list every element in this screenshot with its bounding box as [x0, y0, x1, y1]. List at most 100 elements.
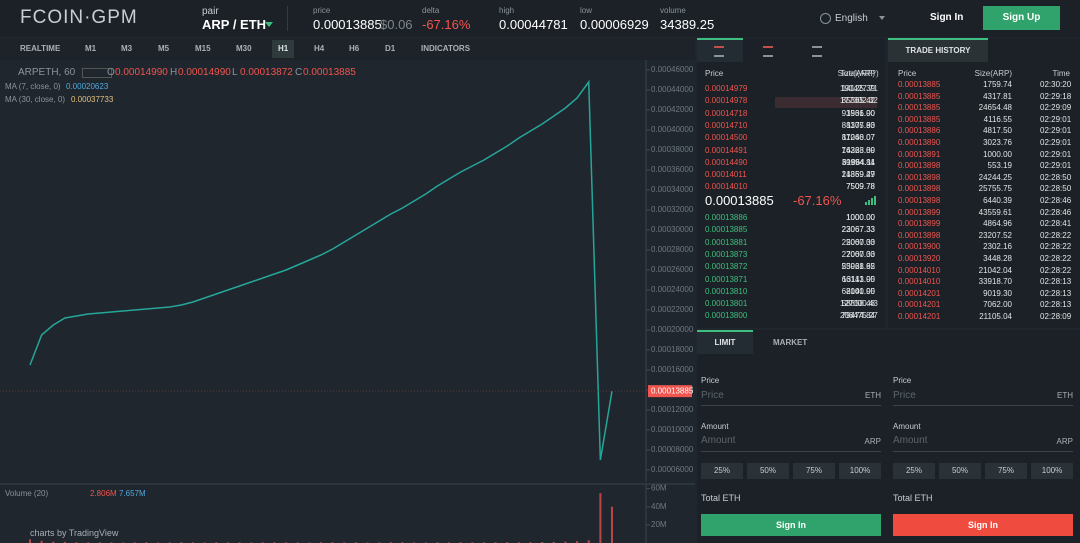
interval-button[interactable]: D1: [385, 44, 396, 53]
cell: 4864.96: [983, 219, 1012, 229]
cell: 43559.61: [978, 207, 1012, 217]
price: 0.00014979: [705, 84, 748, 93]
price: 0.00013890: [898, 138, 941, 147]
pair[interactable]: ARP / ETH: [202, 17, 267, 32]
cell: 66141.95: [841, 274, 875, 284]
last-price: 0.00013885: [705, 193, 774, 208]
cell: 14363.89: [841, 145, 875, 155]
ohlc-value: 0.00014990: [115, 67, 168, 78]
cell: 02:29:01: [1040, 138, 1072, 147]
total: Total ETH: [701, 493, 741, 503]
cell: 2000.00: [846, 237, 875, 247]
cell: 33918.70: [978, 277, 1012, 287]
form-tab-active[interactable]: LIMIT: [697, 330, 753, 354]
price: 0.00013800: [705, 311, 748, 321]
cell: 206475.27: [840, 311, 878, 321]
price: 0.00013898: [898, 161, 941, 171]
signal-icon: [874, 196, 876, 205]
volume-bar: [611, 506, 613, 543]
cell: 02:29:01: [1040, 161, 1072, 171]
price: 0.00013801: [705, 299, 748, 309]
cell: 85365.42: [841, 96, 875, 106]
interval-button[interactable]: REALTIME: [20, 44, 61, 53]
cell: 1000.00: [846, 213, 875, 222]
interval-button[interactable]: M15: [195, 44, 211, 53]
amount-input[interactable]: [701, 432, 881, 452]
price: 0.00013886: [705, 213, 748, 222]
percent-button[interactable]: 25%: [701, 463, 743, 479]
cell: 02:28:46: [1040, 207, 1072, 217]
header: [0, 0, 1080, 37]
percent-button[interactable]: 25%: [893, 463, 935, 479]
y-tick-label: 0.00022000: [651, 305, 694, 314]
percent-button[interactable]: 50%: [747, 463, 789, 479]
y-tick-label: 0.00024000: [651, 285, 694, 294]
indicators-button[interactable]: INDICATORS: [421, 44, 471, 53]
volume-bar: [63, 541, 66, 543]
logo: FCOIN·GPM: [20, 7, 138, 28]
price-input[interactable]: [701, 386, 881, 406]
interval-button[interactable]: H4: [314, 44, 325, 53]
language[interactable]: English: [835, 13, 868, 24]
book-tab-active[interactable]: [697, 38, 743, 62]
percent-button[interactable]: 75%: [793, 463, 835, 479]
cell: Time: [1052, 69, 1070, 78]
cell: 7509.78: [846, 182, 875, 192]
cell: 2302.16: [983, 242, 1012, 252]
interval-button[interactable]: H1: [272, 40, 295, 58]
history-tab[interactable]: TRADE HISTORY: [888, 38, 988, 62]
price-input[interactable]: [893, 386, 1073, 406]
price: 0.00013885: [898, 103, 941, 113]
total: Total ETH: [893, 493, 933, 503]
y-tick-label: 0.00028000: [651, 245, 694, 254]
cell: 3448.28: [983, 254, 1012, 263]
y-tick-label: 0.00032000: [651, 205, 694, 214]
cell: 02:29:01: [1040, 114, 1072, 124]
price: Price: [898, 69, 917, 78]
book-view-icon[interactable]: [763, 46, 773, 57]
ohlc-value: 0.00013885: [303, 67, 356, 78]
amount-unit: ARP: [1056, 437, 1073, 446]
ohlc-key: O: [107, 67, 115, 78]
column-header: Price: [705, 69, 724, 78]
percent-button[interactable]: 50%: [939, 463, 981, 479]
interval-button[interactable]: H6: [349, 44, 360, 53]
y-tick-label: 0.00012000: [651, 405, 694, 414]
credit[interactable]: charts by TradingView: [30, 528, 119, 538]
cell: 02:28:50: [1040, 184, 1072, 194]
sign-up[interactable]: Sign Up: [983, 6, 1060, 30]
cell: 02:28:22: [1040, 230, 1072, 240]
volume-bar: [29, 539, 31, 543]
price: 0.00013898: [898, 172, 941, 182]
percent-button[interactable]: 100%: [1031, 463, 1073, 479]
cell: 11040.07: [842, 133, 875, 143]
globe-icon: [820, 13, 831, 24]
price: 0.00014718: [705, 108, 748, 118]
interval-button[interactable]: M30: [236, 44, 252, 53]
book-view-icon[interactable]: [714, 46, 724, 57]
divider: [287, 6, 288, 31]
interval-button[interactable]: M5: [158, 44, 170, 53]
ohlc-key: C: [295, 67, 303, 78]
y-tick-label: 60M: [651, 484, 667, 493]
cell: 553.19: [987, 161, 1012, 171]
amount-input[interactable]: [893, 432, 1073, 452]
form-tab[interactable]: MARKET: [773, 338, 808, 347]
cell: 02:28:50: [1040, 172, 1072, 182]
interval-button[interactable]: M1: [85, 44, 97, 53]
price: 0.00014500: [705, 133, 748, 143]
cell: 21869.27: [841, 170, 875, 180]
sign-in[interactable]: Sign In: [930, 12, 964, 23]
percent-button[interactable]: 100%: [839, 463, 881, 479]
submit-button[interactable]: Sign In: [701, 514, 881, 536]
cell: 2000.00: [846, 249, 875, 259]
submit-button[interactable]: Sign In: [893, 514, 1073, 536]
ma-value: 0.00037733: [71, 95, 114, 104]
percent-button[interactable]: 75%: [985, 463, 1027, 479]
interval-button[interactable]: M3: [121, 44, 133, 53]
cell: 1759.74: [983, 80, 1012, 89]
book-view-icon[interactable]: [812, 46, 822, 57]
price-label: Price: [893, 376, 912, 385]
price-label: Price: [701, 376, 720, 385]
cell: 02:28:13: [1040, 288, 1072, 298]
